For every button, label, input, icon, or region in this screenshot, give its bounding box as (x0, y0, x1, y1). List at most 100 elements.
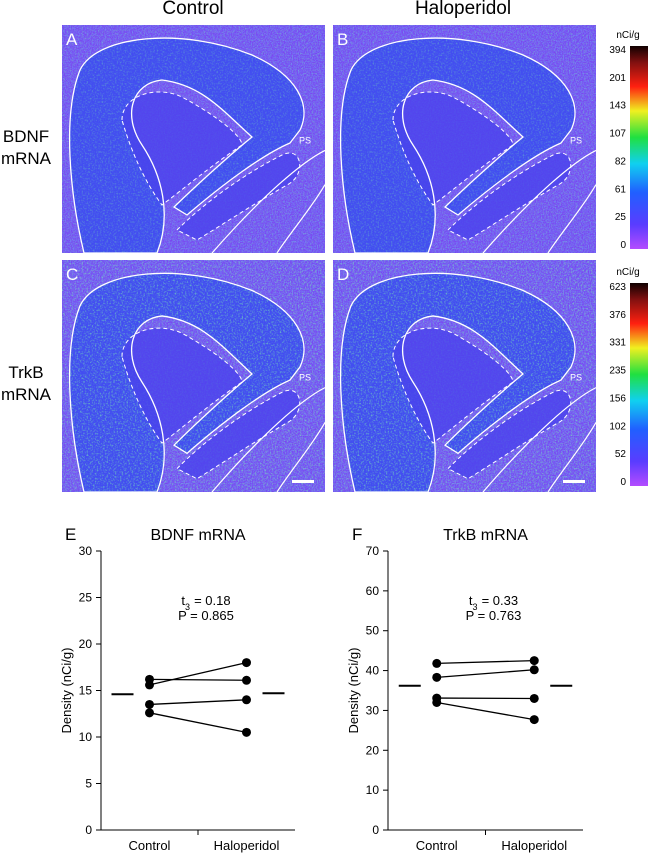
pair-line (149, 699, 247, 706)
stat-rest: = 0.18 (194, 593, 231, 608)
y-tick-label: 70 (366, 544, 380, 558)
y-tick-label: 50 (366, 624, 380, 638)
image-panel: D PS (333, 260, 596, 492)
column-header: Control (162, 0, 223, 19)
ps-label: PS (570, 373, 582, 383)
data-point (145, 680, 154, 690)
y-tick-label: 20 (79, 637, 93, 651)
column-header: Haloperidol (415, 0, 511, 19)
data-point (242, 658, 251, 668)
sulcus-outline (482, 149, 596, 253)
y-tick-label: 10 (366, 783, 380, 797)
row-label: BDNF (3, 127, 49, 146)
x-tick-label: Haloperidol (501, 838, 567, 853)
y-tick-label: 0 (372, 823, 379, 837)
images: Control Haloperidol BDNF mRNA TrkB mRNA A PS B PS… (1, 0, 648, 492)
y-tick-label: 25 (79, 591, 93, 605)
data-point (432, 658, 442, 668)
chart-title: TrkB mRNA (443, 527, 528, 544)
ps-label: PS (299, 136, 311, 146)
colorbar-unit: nCi/g (616, 267, 639, 278)
stat-annotation: t3 = 0.33 (469, 593, 518, 612)
data-point (529, 656, 539, 666)
stat-symbol: t (469, 593, 473, 608)
panel-letter: E (65, 525, 76, 544)
pair-line (436, 701, 535, 721)
image-content (62, 25, 325, 253)
p-annotation: P = 0.763 (466, 608, 522, 623)
colorbar-label: 143 (609, 101, 626, 112)
stat-annotation: t3 = 0.18 (181, 593, 230, 612)
sulcus-outline (211, 149, 325, 253)
stat-rest: = 0.33 (482, 593, 519, 608)
data-point (432, 672, 442, 682)
panel-letter: D (337, 265, 349, 284)
colorbar-label: 107 (609, 129, 626, 140)
image-content (333, 260, 596, 492)
colorbar-unit: nCi/g (616, 30, 639, 41)
colorbar-label: 0 (620, 477, 626, 488)
colorbar-label: 25 (615, 212, 627, 223)
image-panel: C PS (62, 260, 325, 492)
y-tick-label: 60 (366, 584, 380, 598)
ps-label: PS (299, 373, 311, 383)
x-tick-label: Haloperidol (214, 838, 280, 853)
data-point (529, 715, 539, 725)
row-label: TrkB (8, 363, 43, 382)
row-label: mRNA (1, 149, 52, 168)
ps-label: PS (570, 136, 582, 146)
sulcus-outline (482, 387, 596, 492)
data-point (432, 697, 442, 707)
y-tick-label: 10 (79, 730, 93, 744)
colorbar-label: 52 (615, 449, 627, 460)
y-tick-label: 20 (366, 743, 380, 757)
pair-line (149, 712, 247, 733)
chart-title: BDNF mRNA (150, 527, 245, 544)
x-tick-label: Control (416, 838, 458, 853)
y-axis-label: Density (nCi/g) (346, 648, 361, 734)
y-tick-label: 30 (79, 544, 93, 558)
colorbar-label: 156 (609, 393, 626, 404)
colorbar-label: 376 (609, 310, 626, 321)
colorbar-label: 331 (609, 338, 626, 349)
y-tick-label: 30 (366, 703, 380, 717)
data-point (242, 675, 251, 685)
colorbar-label: 102 (609, 421, 626, 432)
data-point (145, 699, 154, 709)
colorbar-label: 235 (609, 366, 626, 377)
stat-symbol: t (181, 593, 185, 608)
y-axis-label: Density (nCi/g) (59, 648, 74, 734)
image-panel: A PS (62, 25, 325, 253)
p-annotation: P = 0.865 (178, 608, 234, 623)
panel-letter: A (66, 30, 78, 49)
sulcus-outline (211, 387, 325, 492)
image-content (62, 260, 325, 492)
scale-bar (292, 480, 314, 483)
stat-subscript: 3 (473, 602, 478, 612)
image-content (333, 25, 596, 253)
y-tick-label: 0 (85, 823, 92, 837)
pair-line (149, 661, 247, 686)
y-tick-label: 15 (79, 684, 93, 698)
colorbar-label: 201 (609, 73, 626, 84)
colorbar-label: 61 (615, 184, 627, 195)
colorbar-label: 394 (609, 45, 626, 56)
y-tick-label: 5 (85, 777, 92, 791)
panel-letter: C (66, 265, 78, 284)
colorbar-label: 82 (615, 156, 627, 167)
pair-line (436, 659, 535, 665)
data-point (529, 693, 539, 703)
stat-subscript: 3 (185, 602, 190, 612)
data-point (529, 665, 539, 675)
data-point (242, 695, 251, 705)
y-tick-label: 40 (366, 664, 380, 678)
panel-letter: F (352, 525, 362, 544)
panel-letter: B (337, 30, 348, 49)
row-label: mRNA (1, 385, 52, 404)
pair-line (149, 678, 247, 681)
x-tick-label: Control (129, 838, 171, 853)
colorbar-label: 623 (609, 282, 626, 293)
colorbar (630, 283, 648, 486)
